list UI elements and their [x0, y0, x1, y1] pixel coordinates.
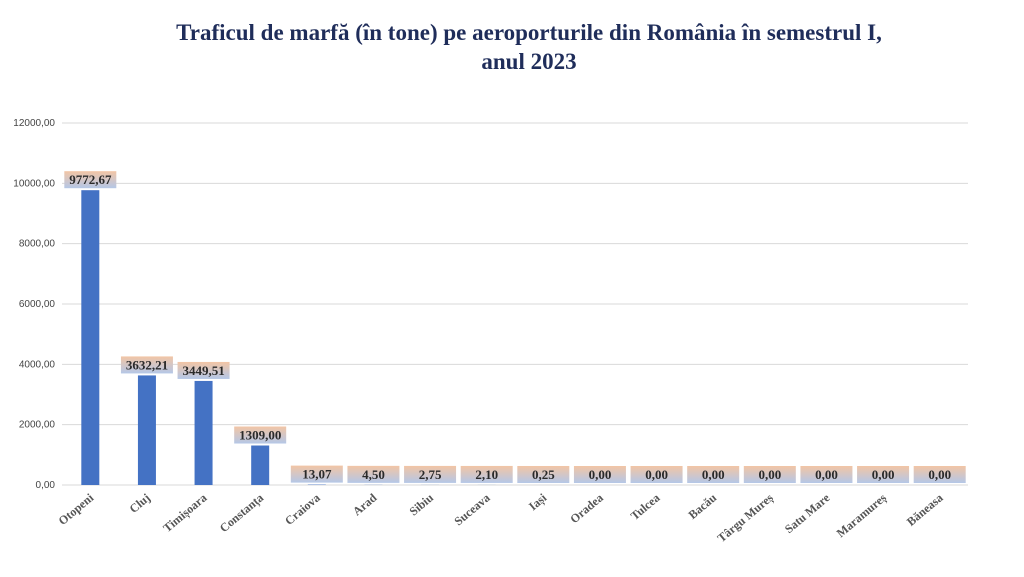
data-label-box: [517, 465, 570, 483]
data-label: 4,50: [362, 467, 385, 482]
y-tick-label: 10000,00: [13, 178, 55, 189]
data-label-box: [64, 171, 117, 189]
data-label: 0,00: [589, 467, 612, 482]
x-tick-label: Iași: [526, 490, 550, 514]
bar: [81, 190, 100, 486]
data-label-box: [857, 466, 910, 483]
x-tick-label: Bacău: [686, 490, 720, 522]
x-tick-label: Otopeni: [56, 490, 97, 528]
y-tick-label: 8000,00: [19, 239, 56, 250]
bars: [81, 190, 553, 486]
data-label-box: [404, 465, 457, 483]
y-axis: 0,00 2000,00 4000,00 6000,00 8000,00 10000,00…: [13, 118, 55, 491]
x-tick-label: Craiova: [282, 491, 323, 528]
data-label: 1309,00: [239, 428, 281, 443]
data-label: 0,00: [872, 467, 895, 482]
data-label-box: [120, 356, 173, 374]
data-label: 9772,67: [69, 172, 112, 187]
x-tick-label: Timișoara: [160, 491, 210, 536]
x-tick-label: Maramureș: [834, 490, 890, 541]
chart-title: Traficul de marfă (în tone) pe aeroportu…: [0, 18, 1024, 76]
x-tick-label: Oradea: [567, 491, 606, 527]
data-label: 0,00: [928, 467, 951, 482]
y-tick-label: 12000,00: [13, 118, 55, 129]
data-label-box: [687, 466, 740, 483]
y-tick-label: 0,00: [36, 480, 56, 491]
x-tick-label: Târgu Mureș: [715, 490, 777, 545]
data-label: 0,25: [532, 467, 555, 482]
data-label: 3449,51: [182, 363, 224, 378]
x-tick-label: Arad: [350, 490, 380, 518]
y-tick-label: 2000,00: [19, 420, 56, 431]
data-label-box: [743, 466, 796, 483]
data-label-box: [347, 465, 400, 483]
data-label: 2,10: [475, 467, 498, 482]
data-label: 2,75: [419, 467, 442, 482]
data-label: 0,00: [645, 467, 668, 482]
bar: [251, 445, 270, 485]
x-tick-label: Constanța: [217, 491, 267, 536]
gridlines: [62, 122, 968, 486]
data-labels: 9772,67 3632,21 3449,51 1309,00 13,07 4,50 2,7…: [64, 171, 966, 483]
data-label: 13,07: [302, 467, 332, 482]
chart-title-line-2: anul 2023: [481, 49, 577, 74]
data-label-box: [177, 361, 230, 379]
bar: [137, 375, 156, 485]
x-tick-label: Sibiu: [407, 490, 437, 518]
data-label: 3632,21: [126, 357, 168, 372]
data-label-box: [290, 465, 343, 483]
y-tick-label: 6000,00: [19, 299, 56, 310]
data-label: 0,00: [815, 467, 838, 482]
x-tick-label: Satu Mare: [782, 490, 833, 536]
data-label-box: [460, 465, 513, 483]
data-label-box: [630, 466, 683, 483]
x-tick-label: Suceava: [451, 491, 492, 529]
y-tick-label: 4000,00: [19, 359, 56, 370]
data-label-box: [800, 466, 853, 483]
x-tick-label: Cluj: [126, 491, 152, 516]
x-axis: Otopeni Cluj Timișoara Constanța Craiova Arad…: [56, 490, 946, 546]
bar: [194, 380, 213, 485]
x-tick-label: Tulcea: [628, 491, 663, 523]
data-label: 0,00: [758, 467, 781, 482]
data-label-box: [573, 466, 626, 483]
data-label-box: [913, 466, 966, 483]
x-tick-label: Băneasa: [904, 491, 946, 529]
data-label: 0,00: [702, 467, 725, 482]
chart-title-line-1: Traficul de marfă (în tone) pe aeroportu…: [176, 20, 882, 45]
data-label-box: [234, 426, 287, 444]
